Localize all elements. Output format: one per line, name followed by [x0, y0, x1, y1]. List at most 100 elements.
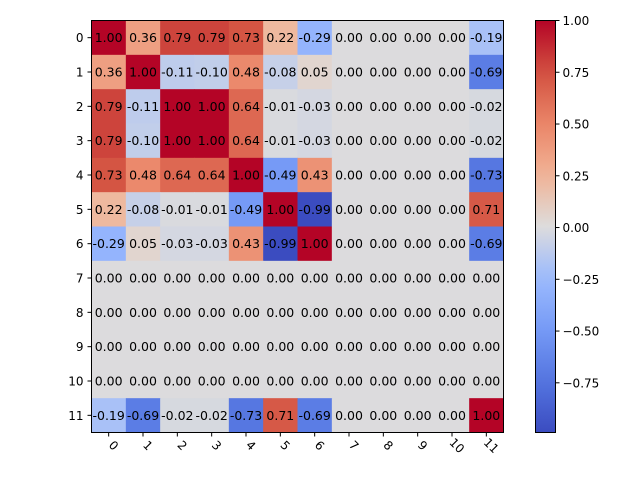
colorbar-tick-label: 0.50	[563, 118, 590, 132]
cell-value-label: -0.11	[127, 99, 159, 114]
heatmap-cell	[400, 157, 436, 193]
cell-value-label: -0.01	[264, 99, 296, 114]
cell-value-label: -0.49	[264, 168, 296, 183]
heatmap-cell	[125, 89, 161, 124]
heatmap-cell	[297, 123, 333, 159]
heatmap-cell	[400, 260, 436, 296]
heatmap-cell	[160, 54, 195, 90]
y-tick-label: 7	[76, 272, 84, 286]
cell-value-label: 0.64	[232, 99, 260, 114]
heatmap-cell-labels: 1.00 0.36 0.79 0.79 0.73 0.22 -0.29 0.00 0.00 0.0…	[92, 30, 502, 423]
y-tick-label: 8	[76, 306, 84, 320]
cell-value-label: 0.00	[438, 305, 466, 320]
cell-value-label: 1.00	[198, 99, 226, 114]
heatmap-cell	[194, 329, 230, 365]
heatmap-cell	[366, 20, 401, 56]
heatmap-cell	[469, 295, 504, 330]
cell-value-label: 0.00	[335, 271, 363, 286]
cell-value-label: 0.73	[95, 168, 123, 183]
cell-value-label: 0.00	[266, 271, 294, 286]
cell-value-label: 0.00	[198, 271, 226, 286]
cell-value-label: 0.00	[335, 374, 363, 389]
heatmap-cell	[434, 398, 470, 433]
heatmap-cell	[228, 54, 264, 90]
x-tick-label: 8	[381, 438, 396, 453]
heatmap-cell	[194, 398, 230, 433]
cell-value-label: 0.64	[163, 168, 191, 183]
cell-value-label: 0.00	[438, 271, 466, 286]
heatmap-cell	[366, 157, 401, 193]
colorbar-tick-label: −0.75	[563, 376, 600, 390]
cell-value-label: 0.00	[369, 271, 397, 286]
y-tick-label: 5	[76, 203, 84, 217]
cell-value-label: 0.00	[404, 202, 432, 217]
cell-value-label: 0.00	[301, 374, 329, 389]
y-tick-label: 9	[76, 340, 84, 354]
cell-value-label: 0.48	[129, 168, 157, 183]
cell-value-label: 0.00	[163, 305, 191, 320]
heatmap-cell	[400, 226, 436, 262]
heatmap-cell	[160, 20, 195, 56]
heatmap-cell	[160, 260, 195, 296]
colorbar: 1.00 0.75 0.50 0.25 0.00 −0.25 −0.50 −0.75	[535, 14, 600, 433]
heatmap-cell	[434, 295, 470, 330]
cell-value-label: 0.00	[129, 305, 157, 320]
heatmap-cells	[91, 20, 504, 433]
heatmap-cell	[297, 260, 333, 296]
cell-value-label: -0.11	[161, 65, 193, 80]
cell-value-label: 0.79	[95, 133, 123, 148]
cell-value-label: 0.22	[95, 202, 123, 217]
cell-value-label: -0.01	[264, 133, 296, 148]
heatmap-cell	[331, 123, 367, 159]
cell-value-label: 1.00	[163, 133, 191, 148]
heatmap-cell	[228, 226, 264, 262]
heatmap-cell	[366, 54, 401, 90]
cell-value-label: 0.00	[232, 305, 260, 320]
cell-value-label: 0.00	[369, 408, 397, 423]
cell-value-label: 0.00	[369, 374, 397, 389]
heatmap-cell	[434, 260, 470, 296]
cell-value-label: 0.00	[232, 271, 260, 286]
cell-value-label: 0.00	[438, 168, 466, 183]
cell-value-label: 1.00	[198, 133, 226, 148]
heatmap-cell	[400, 398, 436, 433]
cell-value-label: 0.00	[198, 374, 226, 389]
cell-value-label: 0.00	[369, 339, 397, 354]
heatmap-cell	[194, 123, 230, 159]
cell-value-label: -0.01	[195, 202, 227, 217]
cell-value-label: 0.00	[129, 374, 157, 389]
plot-frame	[91, 20, 504, 433]
heatmap-cell	[91, 226, 127, 262]
heatmap-cell	[263, 260, 298, 296]
y-tick-label: 10	[68, 375, 83, 389]
heatmap-cell	[194, 192, 230, 227]
cell-value-label: 1.00	[95, 30, 123, 45]
cell-value-label: 0.00	[198, 305, 226, 320]
cell-value-label: -0.73	[230, 408, 262, 423]
cell-value-label: 0.79	[198, 30, 226, 45]
heatmap-cell	[366, 89, 401, 124]
cell-value-label: 0.00	[404, 271, 432, 286]
heatmap-cell	[125, 295, 161, 330]
heatmap-cell	[366, 260, 401, 296]
heatmap-cell	[400, 54, 436, 90]
cell-value-label: -0.03	[298, 99, 330, 114]
cell-value-label: -0.08	[264, 65, 296, 80]
cell-value-label: 0.00	[335, 99, 363, 114]
y-tick-label: 2	[76, 100, 84, 114]
heatmap-cell	[125, 157, 161, 193]
heatmap-cell	[194, 54, 230, 90]
cell-value-label: -0.99	[298, 202, 330, 217]
cell-value-label: 0.00	[335, 202, 363, 217]
heatmap-cell	[469, 398, 504, 433]
colorbar-tick-label: −0.50	[563, 325, 600, 339]
heatmap-cell	[194, 20, 230, 56]
cell-value-label: 0.64	[232, 133, 260, 148]
cell-value-label: 0.00	[163, 374, 191, 389]
heatmap-cell	[297, 226, 333, 262]
cell-value-label: 0.48	[232, 65, 260, 80]
cell-value-label: 0.00	[301, 305, 329, 320]
cell-value-label: 0.00	[438, 65, 466, 80]
heatmap-cell	[434, 20, 470, 56]
heatmap-cell	[331, 260, 367, 296]
